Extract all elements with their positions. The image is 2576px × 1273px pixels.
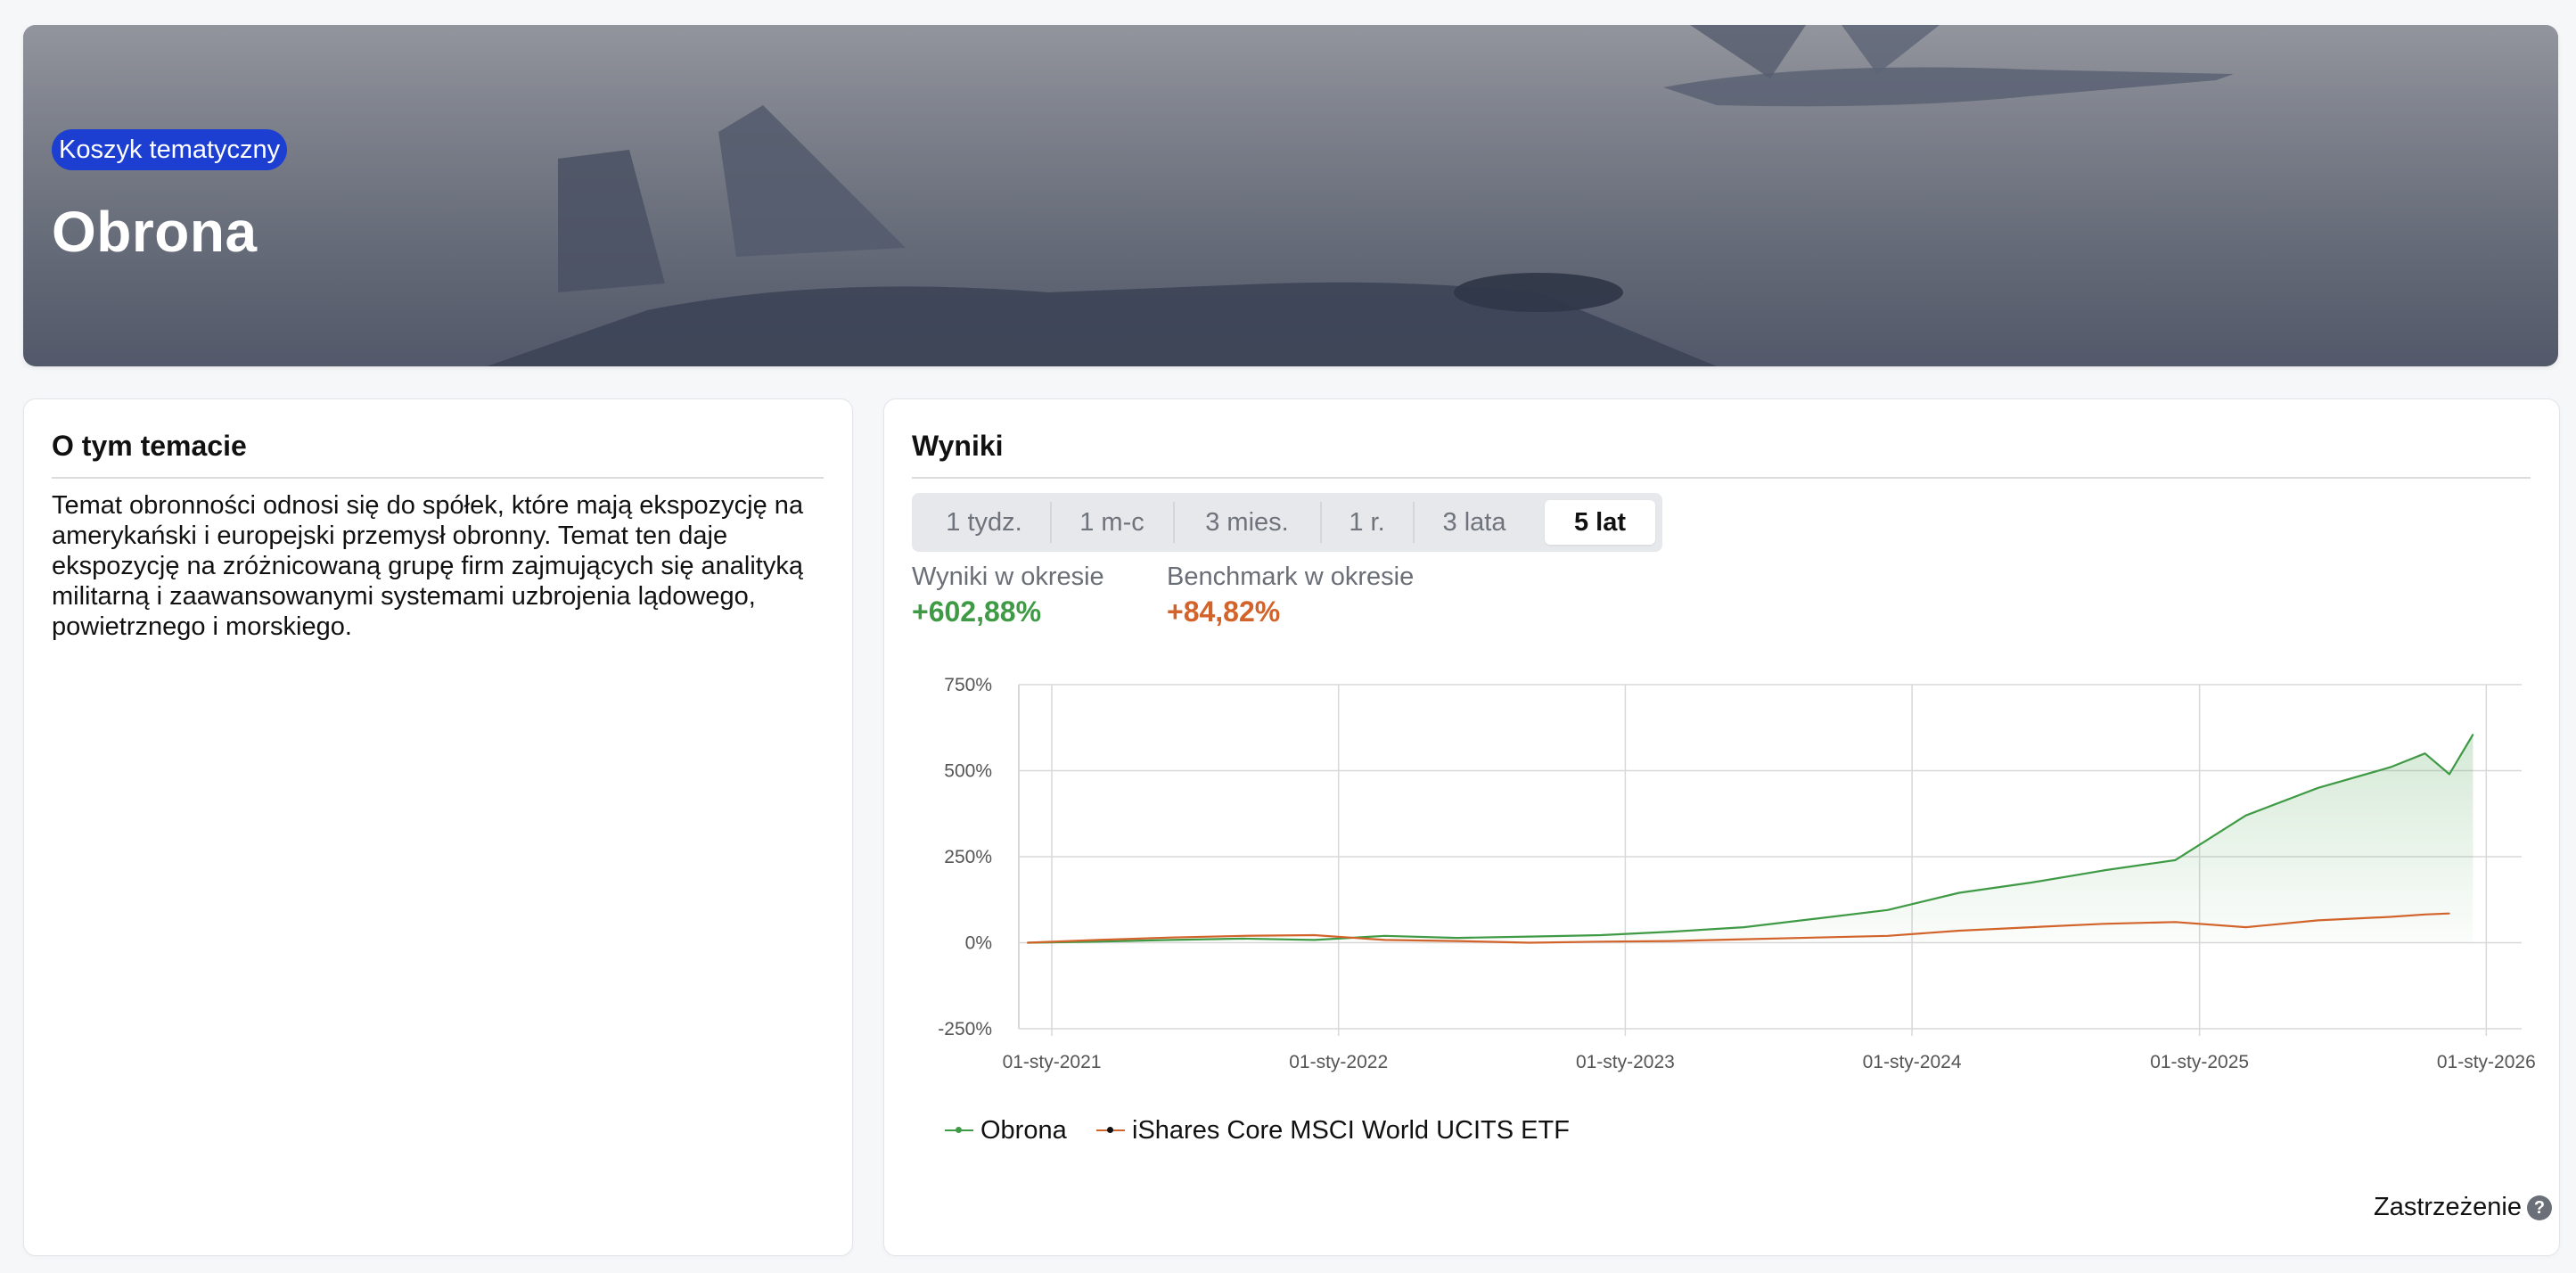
series-point-1 xyxy=(1383,939,1386,941)
series-point-0 xyxy=(1670,931,1673,932)
tab-1-week[interactable]: 1 tydz. xyxy=(946,508,1022,537)
period-tabs: 1 tydz. 1 m-c 3 mies. 1 r. 3 lata 5 lat xyxy=(912,493,1662,552)
results-heading: Wyniki xyxy=(912,430,1004,462)
y-tick-label: 250% xyxy=(944,847,992,867)
hero-banner: Koszyk tematyczny Obrona xyxy=(23,25,2558,366)
disclaimer-link[interactable]: Zastrzeżenie? xyxy=(2374,1189,2552,1225)
legend-label: iShares Core MSCI World UCITS ETF xyxy=(1132,1116,1570,1145)
series-point-0 xyxy=(1313,939,1316,941)
benchmark-result-value: +84,82% xyxy=(1167,595,1281,628)
series-point-0 xyxy=(2244,814,2247,817)
series-point-0 xyxy=(1886,909,1889,911)
series-point-0 xyxy=(1958,891,1960,894)
series-point-1 xyxy=(1097,939,1099,941)
series-point-1 xyxy=(2390,916,2391,918)
period-result-label: Wyniki w okresie xyxy=(912,563,1104,591)
series-point-0 xyxy=(2449,773,2450,776)
series-point-1 xyxy=(1456,940,1458,942)
series-point-1 xyxy=(1886,934,1889,937)
series-point-1 xyxy=(2424,914,2426,916)
series-point-1 xyxy=(1743,938,1745,940)
series-point-1 xyxy=(1313,934,1316,936)
about-heading: O tym temacie xyxy=(52,430,247,462)
series-point-0 xyxy=(2317,787,2319,789)
tab-separator xyxy=(1413,502,1415,543)
series-point-0 xyxy=(1600,934,1602,936)
performance-chart: -250% 0% 250% 500% 750% 01-sty-2021 01-sty-202… xyxy=(938,675,2536,1072)
x-tick-label: 01-sty-2022 xyxy=(1289,1052,1388,1072)
series-point-1 xyxy=(1670,940,1673,942)
legend-dot-icon xyxy=(956,1127,962,1133)
fighter-jets-image xyxy=(23,25,2558,366)
y-tick-label: 500% xyxy=(944,761,992,782)
series-point-1 xyxy=(1815,936,1817,939)
legend-label: Obrona xyxy=(980,1116,1067,1145)
disclaimer-label: Zastrzeżenie xyxy=(2373,1193,2522,1221)
series-area-0 xyxy=(1027,735,2473,943)
theme-basket-badge: Koszyk tematyczny xyxy=(52,129,288,170)
x-tick-label: 01-sty-2025 xyxy=(2150,1052,2249,1072)
series-point-0 xyxy=(2472,734,2474,735)
tab-separator xyxy=(1320,502,1322,543)
series-point-1 xyxy=(1958,930,1960,932)
page-title: Obrona xyxy=(52,200,258,264)
x-tick-label: 01-sty-2024 xyxy=(1863,1052,1962,1072)
series-point-1 xyxy=(1242,934,1243,937)
series-point-1 xyxy=(2174,921,2177,924)
series-point-0 xyxy=(2030,882,2032,883)
series-point-0 xyxy=(1529,935,1530,938)
series-point-0 xyxy=(2103,869,2104,872)
series-point-0 xyxy=(1815,917,1817,920)
series-point-0 xyxy=(2174,859,2177,861)
results-card: Wyniki 1 tydz. 1 m-c 3 mies. 1 r. 3 lata… xyxy=(883,398,2560,1256)
series-point-1 xyxy=(1529,941,1530,944)
series-point-0 xyxy=(2390,766,2391,768)
y-tick-label: 0% xyxy=(965,933,992,954)
x-tick-label: 01-sty-2026 xyxy=(2437,1052,2536,1072)
series-point-0 xyxy=(1169,939,1171,941)
series-point-0 xyxy=(2424,752,2426,754)
series-line-1 xyxy=(1027,912,2449,944)
y-tick-label: 750% xyxy=(944,675,992,695)
series-point-1 xyxy=(2103,923,2104,925)
series-point-1 xyxy=(1600,940,1602,943)
tab-separator xyxy=(1050,502,1052,543)
tab-3-months[interactable]: 3 mies. xyxy=(1205,508,1289,537)
series-point-1 xyxy=(1026,941,1029,944)
series-point-1 xyxy=(2317,919,2319,922)
tab-3-years[interactable]: 3 lata xyxy=(1442,508,1506,537)
series-point-1 xyxy=(2030,926,2032,928)
series-point-1 xyxy=(2449,912,2450,915)
results-divider xyxy=(912,477,2531,479)
series-point-0 xyxy=(1456,937,1458,939)
period-result-value: +602,88% xyxy=(912,595,1042,628)
series-point-0 xyxy=(1242,938,1243,940)
tab-1-month[interactable]: 1 m-c xyxy=(1079,508,1144,537)
series-point-0 xyxy=(1097,940,1099,943)
tab-1-year[interactable]: 1 r. xyxy=(1349,508,1385,537)
question-circle-icon: ? xyxy=(2527,1195,2552,1220)
series-point-1 xyxy=(1169,936,1171,939)
series-point-0 xyxy=(1743,926,1745,928)
y-tick-label: -250% xyxy=(938,1019,992,1039)
legend-dot-icon xyxy=(1107,1127,1113,1133)
about-description: Temat obronności odnosi się do spółek, k… xyxy=(52,491,804,641)
about-card: O tym temacie Temat obronności odnosi si… xyxy=(23,398,853,1256)
tab-separator xyxy=(1173,502,1175,543)
about-divider xyxy=(52,477,824,479)
x-tick-label: 01-sty-2021 xyxy=(1003,1052,1102,1072)
series-point-0 xyxy=(1383,934,1386,937)
benchmark-result-label: Benchmark w okresie xyxy=(1167,563,1415,591)
tab-5-years[interactable]: 5 lat xyxy=(1545,500,1655,545)
series-point-1 xyxy=(2244,926,2247,928)
x-tick-label: 01-sty-2023 xyxy=(1576,1052,1675,1072)
